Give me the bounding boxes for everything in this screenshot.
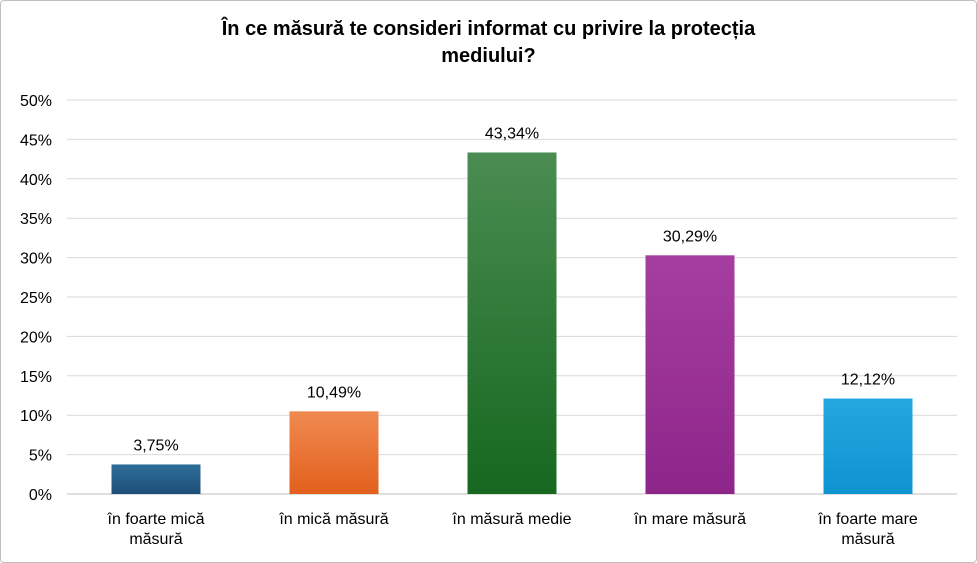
y-tick-label: 5% bbox=[29, 448, 52, 465]
y-tick-label: 10% bbox=[20, 408, 52, 425]
y-tick-label: 15% bbox=[20, 369, 52, 386]
category-label: în foarte mare bbox=[817, 511, 918, 528]
data-label: 3,75% bbox=[133, 437, 178, 454]
bar bbox=[467, 152, 557, 494]
category-label: măsură bbox=[129, 531, 182, 548]
data-label: 43,34% bbox=[485, 125, 539, 142]
chart-title-line-2: mediului? bbox=[441, 45, 536, 67]
y-tick-label: 0% bbox=[29, 487, 52, 504]
data-label: 10,49% bbox=[307, 384, 361, 401]
category-label: în foarte mică bbox=[107, 511, 205, 528]
y-tick-label: 25% bbox=[20, 290, 52, 307]
bars bbox=[111, 152, 913, 494]
x-axis-category-labels: în foarte mică măsură în mică măsură în măs… bbox=[107, 511, 918, 548]
y-tick-label: 30% bbox=[20, 251, 52, 268]
bar bbox=[823, 398, 913, 494]
chart-title-line-1: În ce măsură te consideri informat cu pr… bbox=[221, 18, 756, 40]
bar bbox=[111, 464, 201, 494]
data-labels: 3,75% 10,49% 43,34% 30,29% 12,12% bbox=[133, 125, 895, 454]
y-tick-label: 40% bbox=[20, 172, 52, 189]
bar bbox=[289, 411, 379, 494]
y-tick-label: 20% bbox=[20, 329, 52, 346]
y-tick-label: 35% bbox=[20, 211, 52, 228]
category-label: în mică măsură bbox=[278, 511, 388, 528]
y-tick-label: 45% bbox=[20, 132, 52, 149]
y-axis-tick-labels: 0% 5% 10% 15% 20% 25% 30% 35% 40% 45% 50% bbox=[20, 93, 52, 504]
category-label: măsură bbox=[841, 531, 894, 548]
data-label: 12,12% bbox=[841, 371, 895, 388]
category-label: în măsură medie bbox=[451, 511, 571, 528]
category-label: în mare măsură bbox=[633, 511, 746, 528]
chart-title: În ce măsură te consideri informat cu pr… bbox=[0, 16, 977, 70]
bar bbox=[645, 255, 735, 494]
y-tick-label: 50% bbox=[20, 93, 52, 110]
data-label: 30,29% bbox=[663, 228, 717, 245]
